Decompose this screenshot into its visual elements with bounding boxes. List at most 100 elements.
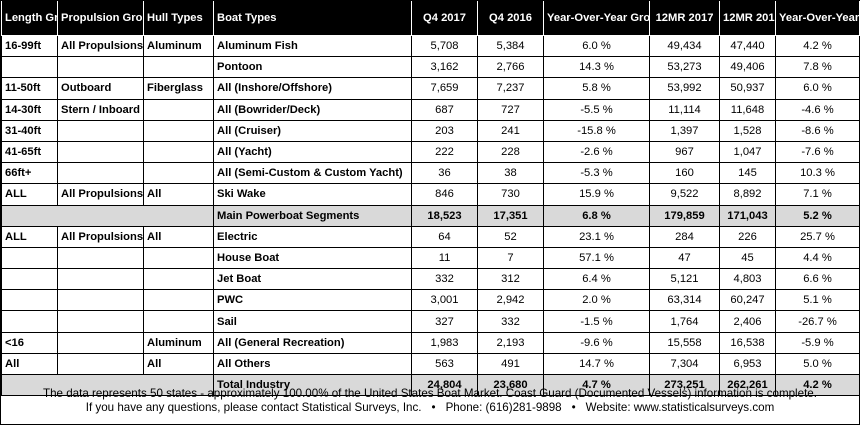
length-group-cell: All — [1, 352, 58, 376]
mr-2017-cell: 53,992 — [649, 77, 720, 100]
mr-2016-cell: 47,440 — [719, 34, 776, 58]
footer-phone: Phone: (616)281-9898 — [445, 401, 562, 414]
q4-2017-cell: 687 — [411, 98, 478, 121]
mr-2017-cell: 967 — [649, 140, 720, 164]
boat-type-cell: All (Cruiser) — [213, 119, 412, 142]
propulsion-group-cell: All Propulsions — [57, 183, 144, 206]
blank-cell — [143, 373, 214, 397]
q4-2017-cell: 64 — [411, 225, 478, 248]
table-row: Sail 327 332 -1.5 % 1,764 2,406 -26.7 % — [1, 310, 860, 333]
propulsion-group-cell: Stern / Inboard — [57, 98, 144, 121]
table-row: All All All Others 563 491 14.7 % 7,304 6,953 5.… — [1, 352, 860, 376]
mr-2016-cell: 262,261 — [719, 373, 776, 397]
q4-2016-cell: 730 — [477, 183, 544, 206]
propulsion-group-cell: Outboard — [57, 77, 144, 100]
q4-2016-cell: 52 — [477, 225, 544, 248]
table-row: 41-65ft All (Yacht) 222 228 -2.6 % 967 1,047 -7… — [1, 140, 860, 164]
table-row: ALL All Propulsions All Electric 64 52 23.1 % 2… — [1, 225, 860, 248]
q4-2017-cell: 36 — [411, 162, 478, 185]
propulsion-group-cell — [57, 331, 144, 354]
table-body: 16-99ft All Propulsions Aluminum Aluminum F… — [1, 34, 860, 397]
mr-2016-cell: 50,937 — [719, 77, 776, 100]
hull-type-cell — [143, 98, 214, 121]
propulsion-group-cell — [57, 119, 144, 142]
mr-2017-cell: 47 — [649, 246, 720, 270]
mr-2017-cell: 11,114 — [649, 98, 720, 121]
length-group-cell: 16-99ft — [1, 34, 58, 58]
mr-2016-cell: 6,953 — [719, 352, 776, 376]
boat-type-cell: All (Semi-Custom & Custom Yacht) — [213, 162, 412, 185]
yoy-mr-cell: 6.6 % — [775, 268, 860, 291]
header-q4-2016: Q4 2016 — [477, 1, 544, 36]
hull-type-cell: Fiberglass — [143, 77, 214, 100]
header-hull-types: Hull Types — [143, 1, 214, 36]
hull-type-cell — [143, 162, 214, 185]
propulsion-group-cell: All Propulsions — [57, 34, 144, 58]
table-row: <16 Aluminum All (General Recreation) 1,983… — [1, 331, 860, 354]
yoy-mr-cell: 5.1 % — [775, 289, 860, 312]
q4-2017-cell: 3,162 — [411, 56, 478, 79]
mr-2016-cell: 1,528 — [719, 119, 776, 142]
q4-2017-cell: 327 — [411, 310, 478, 333]
q4-2016-cell: 7,237 — [477, 77, 544, 100]
yoy-q4-cell: -5.3 % — [543, 162, 650, 185]
boat-type-cell: Aluminum Fish — [213, 34, 412, 58]
length-group-cell: 41-65ft — [1, 140, 58, 164]
boat-type-cell: All Others — [213, 352, 412, 376]
footer-contact: If you have any questions, please contac… — [85, 401, 422, 414]
q4-2016-cell: 2,942 — [477, 289, 544, 312]
table-row: ALL All Propulsions All Ski Wake 846 730 15.9 … — [1, 183, 860, 206]
q4-2016-cell: 727 — [477, 98, 544, 121]
propulsion-group-cell — [57, 56, 144, 79]
hull-type-cell: All — [143, 352, 214, 376]
length-group-cell: 11-50ft — [1, 77, 58, 100]
q4-2016-cell: 228 — [477, 140, 544, 164]
mr-2017-cell: 5,121 — [649, 268, 720, 291]
yoy-mr-cell: 5.2 % — [775, 204, 860, 227]
header-length-group: Length Group — [1, 1, 58, 36]
q4-2016-cell: 17,351 — [477, 204, 544, 227]
yoy-mr-cell: 7.8 % — [775, 56, 860, 79]
yoy-mr-cell: 4.2 % — [775, 373, 860, 397]
q4-2016-cell: 5,384 — [477, 34, 544, 58]
mr-2016-cell: 60,247 — [719, 289, 776, 312]
q4-2016-cell: 38 — [477, 162, 544, 185]
propulsion-group-cell — [57, 310, 144, 333]
q4-2017-cell: 7,659 — [411, 77, 478, 100]
footer-coverage-note: The data represents 50 states - approxim… — [43, 387, 817, 400]
propulsion-group-cell — [57, 246, 144, 270]
footer-website: Website: www.statisticalsurveys.com — [585, 401, 775, 414]
yoy-q4-cell: -2.6 % — [543, 140, 650, 164]
yoy-mr-cell: -7.6 % — [775, 140, 860, 164]
header-12mr-2017: 12MR 2017 — [649, 1, 720, 36]
mr-2017-cell: 15,558 — [649, 331, 720, 354]
hull-type-cell: All — [143, 225, 214, 248]
boat-type-cell: All (Yacht) — [213, 140, 412, 164]
hull-type-cell: Aluminum — [143, 34, 214, 58]
q4-2016-cell: 491 — [477, 352, 544, 376]
q4-2016-cell: 2,193 — [477, 331, 544, 354]
length-group-cell: 14-30ft — [1, 98, 58, 121]
yoy-mr-cell: 25.7 % — [775, 225, 860, 248]
yoy-q4-cell: -9.6 % — [543, 331, 650, 354]
table-row: 66ft+ All (Semi-Custom & Custom Yacht) 36 3… — [1, 162, 860, 185]
hull-type-cell — [143, 268, 214, 291]
length-group-cell — [1, 246, 58, 270]
boat-type-cell: All (Bowrider/Deck) — [213, 98, 412, 121]
mr-2017-cell: 7,304 — [649, 352, 720, 376]
propulsion-group-cell — [57, 268, 144, 291]
length-group-cell — [1, 268, 58, 291]
propulsion-group-cell — [57, 352, 144, 376]
boat-type-cell: All (Inshore/Offshore) — [213, 77, 412, 100]
hull-type-cell — [143, 56, 214, 79]
length-group-cell — [1, 289, 58, 312]
boat-segments-table: Length Group Propulsion Group Hull Types… — [1, 1, 860, 397]
boat-type-cell: Ski Wake — [213, 183, 412, 206]
boat-type-cell: All (General Recreation) — [213, 331, 412, 354]
yoy-mr-cell: -4.6 % — [775, 98, 860, 121]
mr-2017-cell: 284 — [649, 225, 720, 248]
table-row: 11-50ft Outboard Fiberglass All (Inshore/Of… — [1, 77, 860, 100]
hull-type-cell — [143, 289, 214, 312]
mr-2016-cell: 2,406 — [719, 310, 776, 333]
